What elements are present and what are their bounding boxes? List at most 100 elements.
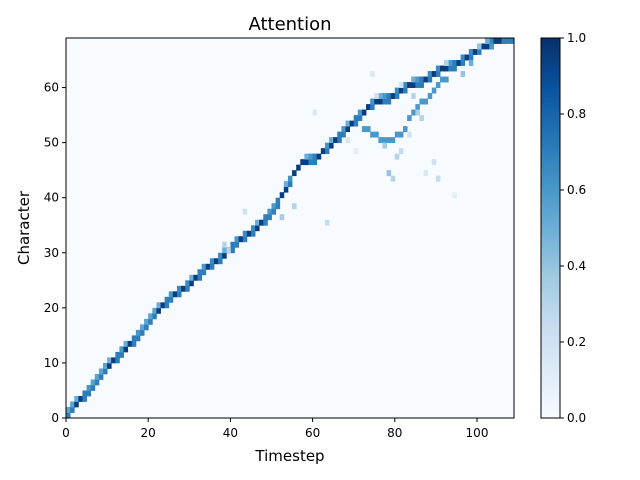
heatmap-cell <box>115 357 120 364</box>
heatmap-cell <box>411 93 416 99</box>
heatmap-cell <box>448 65 453 72</box>
heatmap-cell <box>316 153 322 160</box>
heatmap-cell <box>382 93 387 99</box>
heatmap-cell <box>94 373 100 380</box>
heatmap-cell <box>378 93 383 99</box>
colorbar-ticks: 0.0 0.2 0.4 0.6 0.8 1.0 <box>560 31 586 425</box>
heatmap-cell <box>275 203 281 210</box>
heatmap-cell <box>193 274 198 281</box>
colorbar <box>540 37 561 419</box>
x-tick-label: 20 <box>141 426 156 440</box>
heatmap-cell <box>481 43 486 50</box>
heatmap-cell <box>90 384 96 391</box>
heatmap-cell <box>218 252 223 259</box>
heatmap-cell <box>312 153 318 160</box>
heatmap-cell <box>267 208 272 215</box>
heatmap-cell <box>279 214 285 221</box>
heatmap-cell <box>444 65 449 72</box>
heatmap-cell <box>468 54 474 61</box>
heatmap-cell <box>435 175 441 182</box>
heatmap-cell <box>107 362 112 369</box>
heatmap-cell <box>345 126 350 133</box>
heatmap-cell <box>407 82 412 88</box>
heatmap-cell <box>94 379 100 386</box>
colorbar-tick-label: 1.0 <box>567 31 586 45</box>
heatmap-cell <box>148 313 153 320</box>
colorbar-tick-label: 0.8 <box>567 107 586 121</box>
heatmap-cell <box>230 247 235 254</box>
heatmap-cell <box>139 329 145 336</box>
heatmap-cell <box>304 153 309 160</box>
heatmap-cell <box>460 54 466 61</box>
heatmap-cell <box>419 98 424 105</box>
plot-background <box>66 38 514 418</box>
heatmap-cell <box>185 280 190 287</box>
heatmap-cell <box>98 373 104 380</box>
heatmap-cell <box>292 203 297 210</box>
heatmap-cell <box>431 87 437 94</box>
y-tick-label: 60 <box>44 81 59 95</box>
heatmap-cell <box>386 98 392 105</box>
heatmap-cell <box>485 38 490 44</box>
heatmap-cell <box>119 351 124 358</box>
heatmap-cell <box>411 109 416 116</box>
heatmap-cell <box>267 214 272 221</box>
heatmap-cell <box>411 82 416 88</box>
heatmap-cell <box>66 412 71 419</box>
heatmap-cell <box>213 258 219 265</box>
heatmap-cell <box>435 65 441 72</box>
heatmap-cell <box>156 307 161 314</box>
heatmap-cell <box>201 263 207 270</box>
y-tick-label: 10 <box>44 356 59 370</box>
heatmap-cell <box>423 170 429 177</box>
heatmap-cell <box>271 208 277 215</box>
heatmap-cell <box>398 148 404 155</box>
heatmap-cell <box>370 131 375 138</box>
heatmap-cell <box>370 71 375 77</box>
heatmap-cell <box>172 291 178 298</box>
heatmap-cell <box>144 318 149 325</box>
heatmap-cell <box>468 49 474 55</box>
heatmap-cell <box>176 291 182 298</box>
heatmap-cell <box>398 82 404 88</box>
heatmap-cell <box>374 131 379 138</box>
heatmap-cell <box>370 98 375 105</box>
heatmap-cell <box>111 357 116 364</box>
heatmap-cell <box>152 307 157 314</box>
heatmap-cell <box>431 159 437 166</box>
heatmap-cell <box>460 60 466 66</box>
heatmap-cell <box>382 98 387 105</box>
heatmap-cell <box>304 159 309 166</box>
heatmap-cell <box>242 208 248 215</box>
heatmap-cell <box>386 137 392 144</box>
heatmap-cell <box>82 395 87 402</box>
heatmap-cell <box>419 115 424 122</box>
heatmap-cell <box>353 120 359 127</box>
heatmap-cells <box>66 38 515 419</box>
heatmap-cell <box>497 38 503 44</box>
x-tick-label: 0 <box>62 426 70 440</box>
heatmap-cell <box>341 126 346 133</box>
heatmap-cell <box>333 137 338 144</box>
heatmap-cell <box>160 302 166 309</box>
heatmap-cell <box>70 401 75 408</box>
heatmap-cell <box>287 175 293 182</box>
heatmap-cell <box>131 340 137 347</box>
heatmap-cell <box>234 241 240 248</box>
heatmap-cell <box>345 120 350 127</box>
heatmap-cell <box>468 60 474 66</box>
heatmap-cell <box>444 60 449 66</box>
colorbar-tick-label: 0.0 <box>567 411 586 425</box>
heatmap-cell <box>394 131 400 138</box>
heatmap-cell <box>70 406 75 413</box>
heatmap-cell <box>349 120 355 127</box>
heatmap-cell <box>374 98 379 105</box>
heatmap-cell <box>189 280 194 287</box>
heatmap-cell <box>242 230 248 237</box>
heatmap-cell <box>148 318 153 325</box>
heatmap-cell <box>337 137 342 144</box>
heatmap-cell <box>86 384 92 391</box>
heatmap-cell <box>74 401 79 408</box>
heatmap-cell <box>398 87 404 94</box>
heatmap-cell <box>440 76 445 83</box>
